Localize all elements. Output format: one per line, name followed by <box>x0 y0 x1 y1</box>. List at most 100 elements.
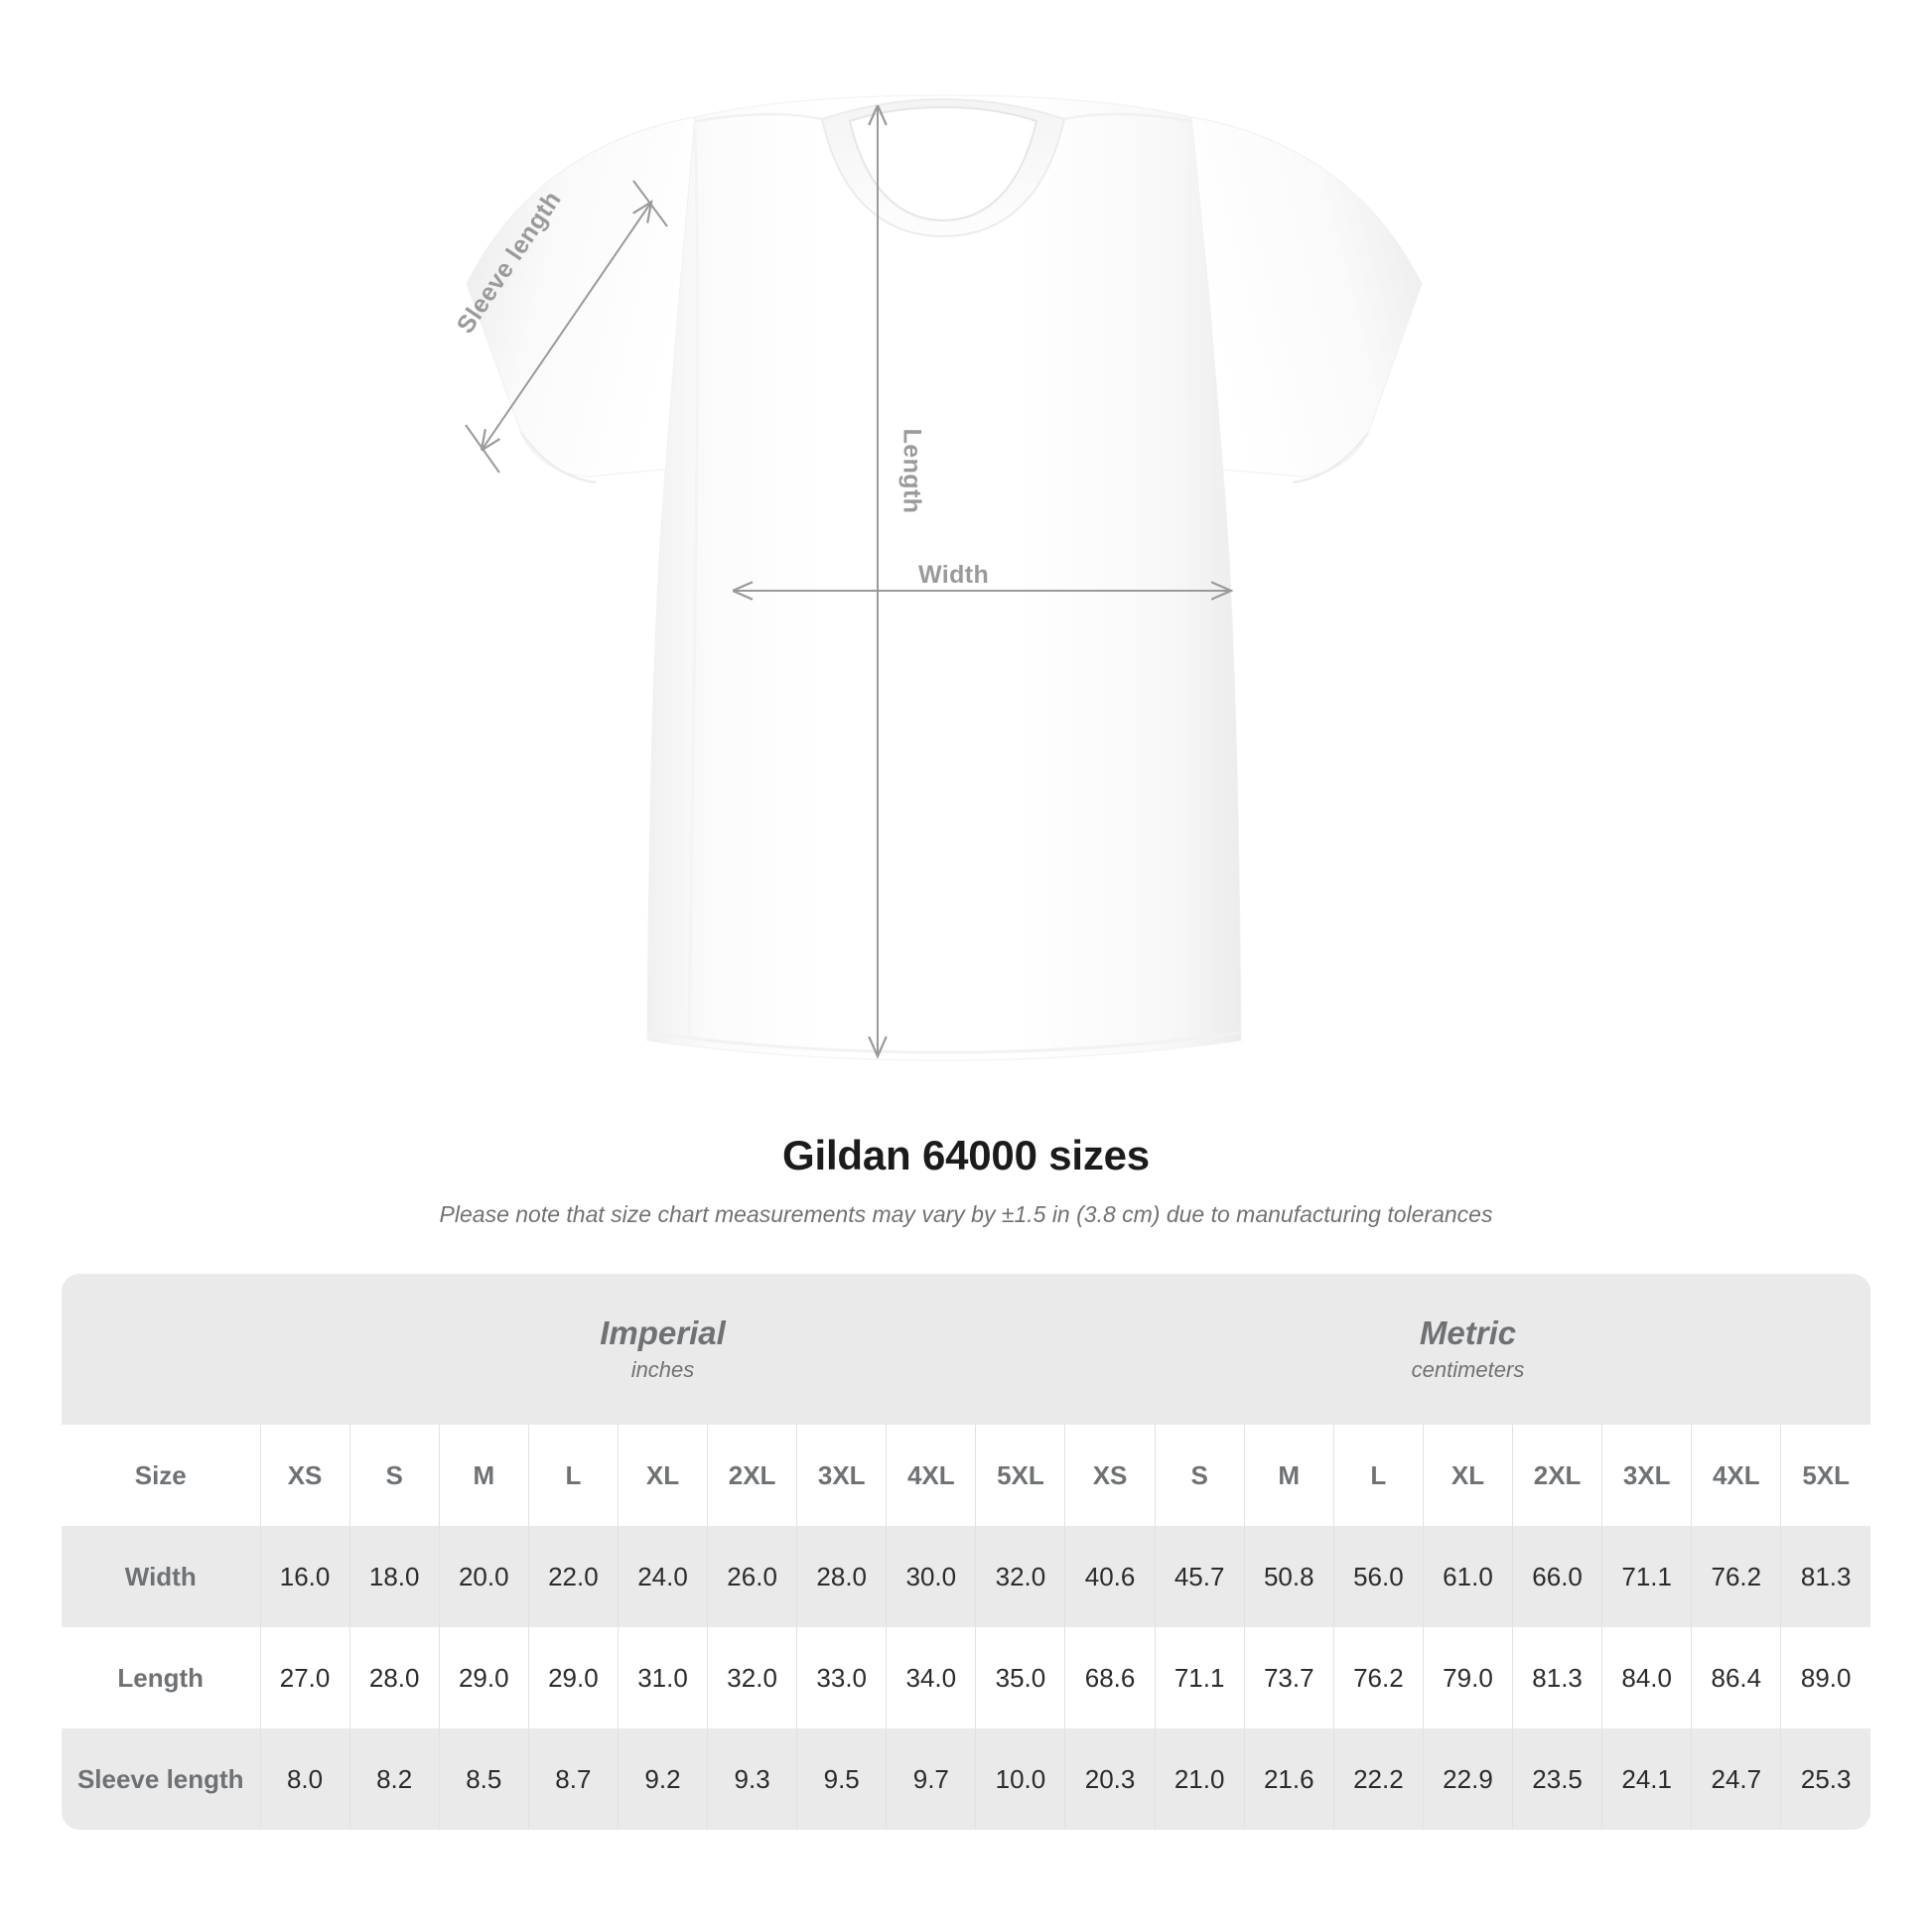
right-sleeve <box>1190 116 1423 478</box>
cell-sleeve-imperial-xl: 9.2 <box>617 1728 708 1830</box>
table-row: Sleeve length 8.0 8.2 8.5 8.7 9.2 9.3 9.… <box>62 1728 1870 1830</box>
size-table-container: Imperial inches Metric centimeters Size … <box>62 1274 1870 1830</box>
cell-width-imperial-4xl: 30.0 <box>886 1526 976 1627</box>
size-col-imperial-xs: XS <box>259 1425 350 1526</box>
cell-length-metric-3xl: 84.0 <box>1601 1627 1692 1728</box>
sleeve-tick-top <box>632 180 668 227</box>
size-col-imperial-2xl: 2XL <box>707 1425 797 1526</box>
unit-name-metric: Metric <box>1419 1313 1517 1351</box>
cell-width-imperial-xl: 24.0 <box>617 1526 708 1627</box>
cell-sleeve-metric-5xl: 25.3 <box>1780 1728 1870 1830</box>
width-label: Width <box>918 561 990 589</box>
cell-length-metric-xs: 68.6 <box>1064 1627 1156 1728</box>
cell-sleeve-metric-xl: 22.9 <box>1422 1728 1513 1830</box>
unit-group-imperial: Imperial inches <box>260 1274 1065 1425</box>
size-col-metric-xs: XS <box>1064 1425 1156 1526</box>
cell-width-metric-l: 56.0 <box>1332 1526 1424 1627</box>
cell-width-metric-xs: 40.6 <box>1064 1526 1156 1627</box>
size-col-imperial-s: S <box>348 1425 440 1526</box>
row-header-sleeve-length: Sleeve length <box>62 1728 260 1830</box>
cell-length-imperial-xl: 31.0 <box>617 1627 708 1728</box>
sleeve-tick-bottom <box>465 424 500 474</box>
cell-width-imperial-5xl: 32.0 <box>975 1526 1065 1627</box>
cell-width-imperial-3xl: 28.0 <box>796 1526 887 1627</box>
size-col-metric-3xl: 3XL <box>1601 1425 1692 1526</box>
size-col-metric-2xl: 2XL <box>1512 1425 1602 1526</box>
title-block: Gildan 64000 sizes Please note that size… <box>0 1132 1932 1228</box>
sleeve-length-arrow <box>483 204 650 449</box>
tolerance-note: Please note that size chart measurements… <box>439 1201 1493 1227</box>
size-col-imperial-4xl: 4XL <box>886 1425 976 1526</box>
size-col-imperial-3xl: 3XL <box>796 1425 887 1526</box>
fold-line-left <box>687 128 699 1039</box>
row-header-width: Width <box>62 1526 260 1627</box>
page-title: Gildan 64000 sizes <box>782 1132 1150 1178</box>
size-col-metric-4xl: 4XL <box>1691 1425 1781 1526</box>
size-col-metric-m: M <box>1243 1425 1334 1526</box>
cell-sleeve-metric-xs: 20.3 <box>1064 1728 1156 1830</box>
cell-length-imperial-xs: 27.0 <box>259 1627 350 1728</box>
cell-sleeve-imperial-m: 8.5 <box>438 1728 529 1830</box>
unit-header-row: Imperial inches Metric centimeters <box>62 1274 1870 1425</box>
cell-length-metric-xl: 79.0 <box>1422 1627 1513 1728</box>
cell-length-metric-2xl: 81.3 <box>1512 1627 1602 1728</box>
size-col-imperial-5xl: 5XL <box>975 1425 1065 1526</box>
size-col-metric-s: S <box>1154 1425 1245 1526</box>
tshirt-diagram: Sleeve length Length Width <box>452 94 1423 1061</box>
cell-sleeve-imperial-l: 8.7 <box>527 1728 619 1830</box>
cell-length-imperial-s: 28.0 <box>348 1627 440 1728</box>
unit-group-metric: Metric centimeters <box>1064 1274 1870 1425</box>
right-shoulder-seam <box>1063 112 1192 123</box>
table-row: Width 16.0 18.0 20.0 22.0 24.0 26.0 28.0… <box>62 1526 1870 1627</box>
cell-width-imperial-l: 22.0 <box>527 1526 619 1627</box>
row-header-size: Size <box>62 1425 260 1526</box>
size-col-imperial-m: M <box>438 1425 529 1526</box>
cell-length-imperial-2xl: 32.0 <box>707 1627 797 1728</box>
cell-length-imperial-4xl: 34.0 <box>886 1627 976 1728</box>
cell-sleeve-metric-3xl: 24.1 <box>1601 1728 1692 1830</box>
cell-width-imperial-m: 20.0 <box>438 1526 529 1627</box>
cell-width-imperial-2xl: 26.0 <box>707 1526 797 1627</box>
size-col-metric-xl: XL <box>1422 1425 1513 1526</box>
left-shoulder-seam <box>694 112 823 123</box>
cell-sleeve-metric-m: 21.6 <box>1243 1728 1334 1830</box>
size-header-row: Size XS S M L XL 2XL 3XL 4XL 5XL XS S M … <box>62 1425 1870 1526</box>
cell-width-metric-s: 45.7 <box>1154 1526 1245 1627</box>
cell-sleeve-imperial-xs: 8.0 <box>259 1728 350 1830</box>
size-col-metric-l: L <box>1332 1425 1424 1526</box>
cell-sleeve-metric-4xl: 24.7 <box>1691 1728 1781 1830</box>
right-sleeve-hem <box>1292 432 1369 484</box>
cell-sleeve-metric-2xl: 23.5 <box>1512 1728 1602 1830</box>
cell-length-metric-4xl: 86.4 <box>1691 1627 1781 1728</box>
size-col-imperial-xl: XL <box>617 1425 708 1526</box>
cell-length-imperial-l: 29.0 <box>527 1627 619 1728</box>
cell-sleeve-imperial-2xl: 9.3 <box>707 1728 797 1830</box>
size-table: Imperial inches Metric centimeters Size … <box>62 1274 1870 1830</box>
unit-sub-imperial: inches <box>630 1357 695 1383</box>
cell-sleeve-imperial-s: 8.2 <box>348 1728 440 1830</box>
cell-sleeve-metric-l: 22.2 <box>1332 1728 1424 1830</box>
unit-sub-metric: centimeters <box>1411 1357 1525 1383</box>
cell-sleeve-metric-s: 21.0 <box>1154 1728 1245 1830</box>
tshirt-illustration <box>465 94 1423 1061</box>
cell-width-metric-4xl: 76.2 <box>1691 1526 1781 1627</box>
length-label: Length <box>897 428 926 514</box>
cell-sleeve-imperial-5xl: 10.0 <box>975 1728 1065 1830</box>
cell-width-metric-5xl: 81.3 <box>1780 1526 1870 1627</box>
cell-sleeve-imperial-4xl: 9.7 <box>886 1728 976 1830</box>
cell-width-metric-2xl: 66.0 <box>1512 1526 1602 1627</box>
cell-length-metric-l: 76.2 <box>1332 1627 1424 1728</box>
cell-length-imperial-m: 29.0 <box>438 1627 529 1728</box>
cell-length-metric-5xl: 89.0 <box>1780 1627 1870 1728</box>
row-header-length: Length <box>62 1627 260 1728</box>
cell-length-metric-m: 73.7 <box>1243 1627 1334 1728</box>
cell-width-imperial-s: 18.0 <box>348 1526 440 1627</box>
cell-width-metric-3xl: 71.1 <box>1601 1526 1692 1627</box>
cell-length-imperial-3xl: 33.0 <box>796 1627 887 1728</box>
unit-name-imperial: Imperial <box>600 1313 726 1351</box>
measurement-guides <box>465 107 1229 1054</box>
cell-width-imperial-xs: 16.0 <box>259 1526 350 1627</box>
shirt-body <box>646 94 1242 1061</box>
fold-line-right <box>1188 128 1201 1039</box>
